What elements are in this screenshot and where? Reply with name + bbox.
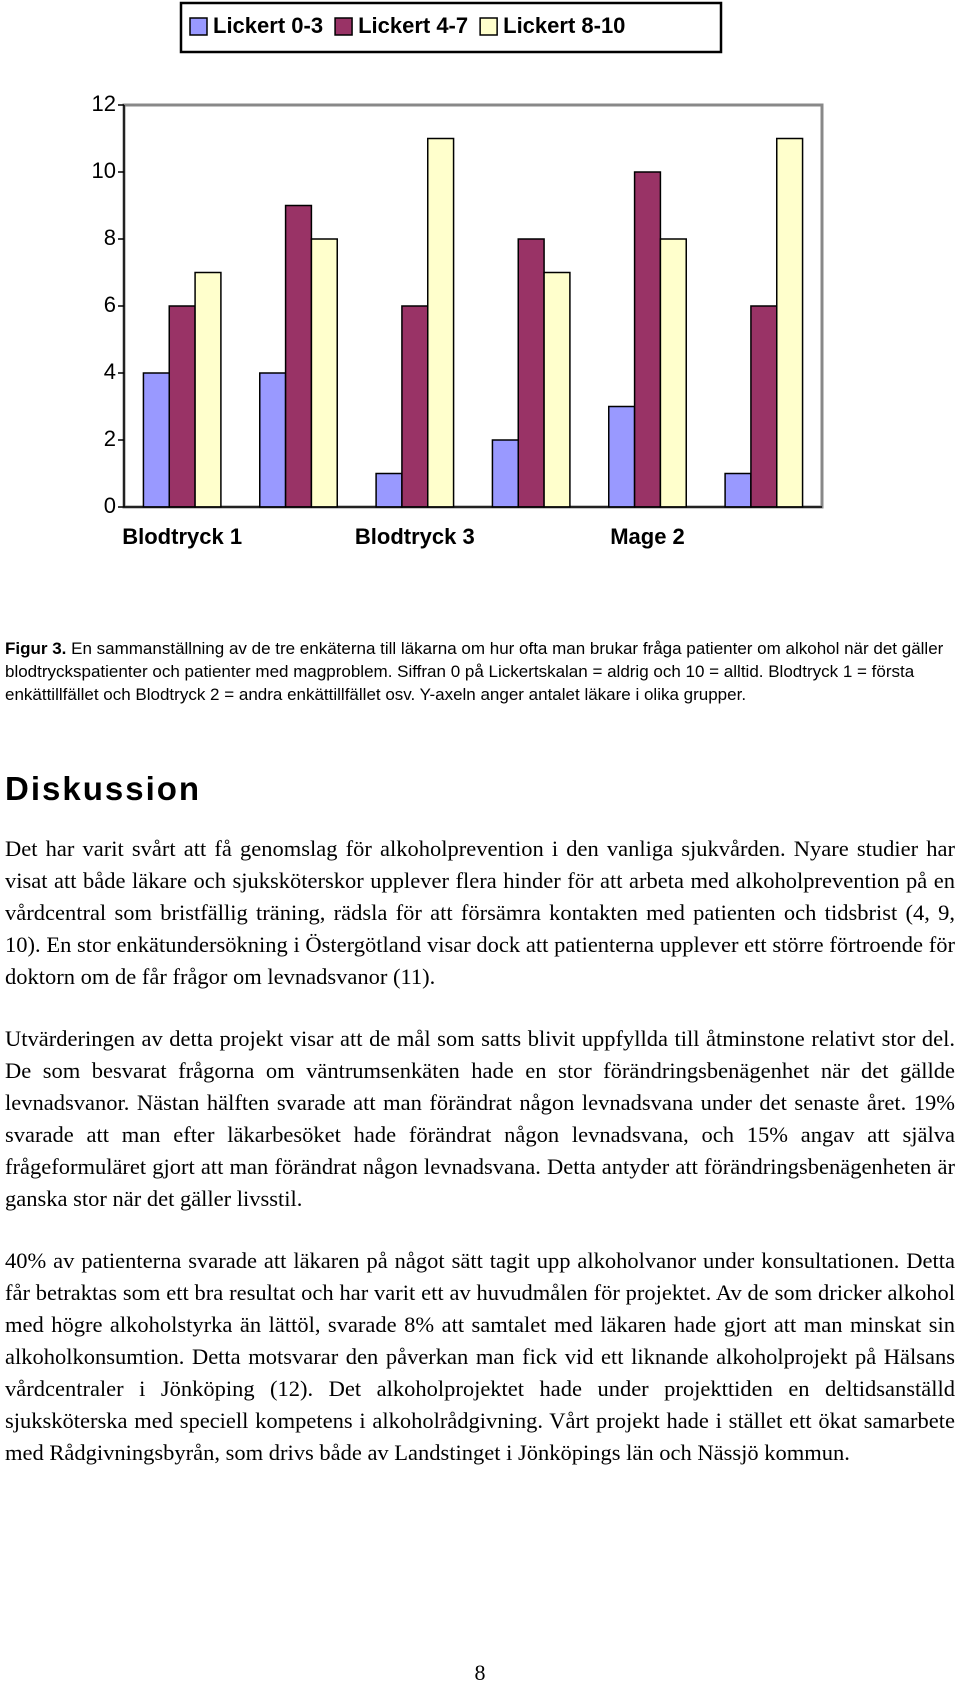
paragraph: Det har varit svårt att få genomslag för… [5, 836, 955, 989]
y-tick-label: 4 [104, 359, 116, 384]
caption-label: Figur 3. [5, 639, 67, 658]
bar [608, 405, 636, 508]
legend-swatch [334, 17, 353, 36]
x-tick-label: Mage 2 [610, 524, 685, 549]
legend-frame [179, 1, 723, 54]
y-tick-label: 8 [104, 225, 116, 250]
figure-caption: Figur 3. En sammanställning av de tre en… [5, 637, 957, 706]
legend: Lickert 0-3 Lickert 4-7 Lickert 8-10 [179, 1, 723, 54]
y-tick-label: 12 [92, 91, 116, 116]
bar [426, 137, 455, 508]
bar [284, 204, 313, 508]
bar [491, 439, 520, 508]
caption-text: En sammanställning av de tre enkäterna t… [5, 639, 944, 704]
bar [633, 171, 662, 508]
legend-swatch [479, 17, 498, 36]
bar [750, 305, 778, 508]
paragraph: 40% av patienterna svarade att läkaren p… [5, 1248, 955, 1465]
y-tick-label: 6 [104, 292, 116, 317]
section-heading: Diskussion [5, 770, 202, 807]
legend-swatch [189, 17, 208, 36]
bar [543, 271, 571, 508]
body-text: Det har varit svårt att få genomslag för… [5, 833, 955, 1499]
page-number: 8 [474, 1660, 486, 1685]
bar [142, 372, 171, 508]
bar [310, 238, 338, 508]
x-tick-label: Blodtryck 3 [354, 524, 475, 549]
y-tick-label: 2 [104, 426, 116, 451]
bar [168, 305, 196, 508]
bar [375, 472, 403, 508]
paragraph: Utvärderingen av detta projekt visar att… [5, 1026, 955, 1211]
legend-label: Lickert 8-10 [503, 13, 625, 38]
bar [401, 305, 429, 508]
legend-label: Lickert 4-7 [358, 13, 468, 38]
legend-label: Lickert 0-3 [213, 13, 323, 38]
bar [259, 372, 287, 508]
y-tick-label: 10 [92, 158, 116, 183]
bar [517, 238, 545, 508]
bar [775, 137, 804, 508]
plot-frame [122, 103, 824, 509]
y-tick-label: 0 [104, 493, 116, 518]
bar [194, 271, 222, 508]
chart: 0 2 4 6 8 10 12 Lickert 0-3 Lickert 4-7 Lickert 8… [92, 1, 824, 518]
bar [659, 238, 687, 508]
x-tick-label: Blodtryck 1 [122, 524, 243, 549]
bar [724, 472, 752, 508]
